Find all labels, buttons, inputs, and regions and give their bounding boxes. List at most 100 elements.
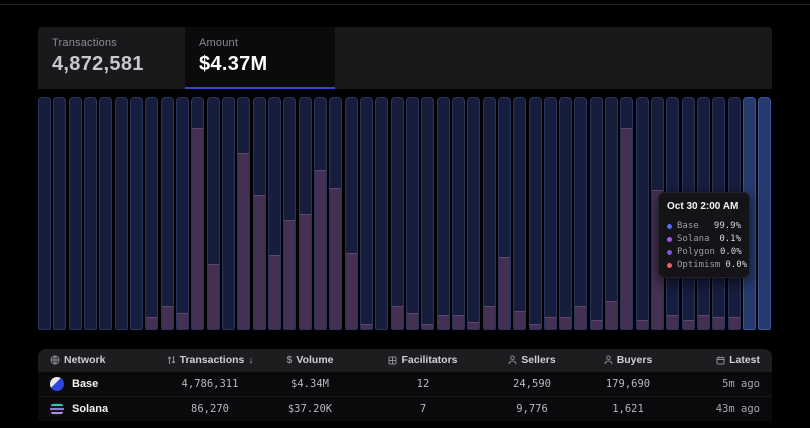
col-label: Volume: [296, 354, 334, 366]
other-networks-segment: [406, 312, 418, 329]
chart-bar[interactable]: [145, 97, 159, 330]
network-name: Base: [72, 378, 99, 390]
chart-bar[interactable]: [467, 97, 481, 330]
other-networks-segment: [146, 317, 158, 329]
chart-bar[interactable]: [175, 97, 189, 330]
chart-bar[interactable]: [313, 97, 327, 330]
other-networks-segment: [330, 188, 342, 329]
other-networks-segment: [590, 319, 602, 329]
other-networks-segment: [468, 322, 480, 329]
other-networks-segment: [437, 315, 449, 329]
dollar-icon: $: [286, 354, 293, 366]
chart-bar[interactable]: [221, 97, 235, 330]
chart-bar[interactable]: [758, 97, 772, 330]
tooltip-network-pct: 0.0%: [719, 247, 742, 257]
person-icon: [604, 355, 613, 365]
col-header-latest[interactable]: Latest: [680, 354, 772, 366]
tooltip-network-name: Polygon: [677, 247, 715, 257]
base-dot-icon: [667, 223, 672, 229]
tooltip-row-polygon: Polygon 0.0%: [667, 247, 742, 257]
buyers-cell: 1,621: [612, 403, 644, 415]
other-networks-segment: [560, 317, 572, 329]
chart-bar[interactable]: [252, 97, 266, 330]
chart-bar[interactable]: [497, 97, 511, 330]
col-header-buyers[interactable]: Buyers: [576, 354, 680, 366]
tooltip-network-pct: 99.9%: [713, 221, 741, 231]
tooltip-network-pct: 0.1%: [719, 234, 741, 244]
other-networks-segment: [483, 305, 495, 329]
chart-bar[interactable]: [129, 97, 143, 330]
tab-amount[interactable]: Amount $4.37M: [185, 27, 335, 89]
amount-value: $4.37M: [199, 53, 268, 75]
other-networks-segment: [544, 317, 556, 329]
volume-cell: $4.34M: [291, 378, 329, 390]
chart-bar[interactable]: [329, 97, 343, 330]
chart-bar[interactable]: [83, 97, 97, 330]
chart-bar[interactable]: [99, 97, 113, 330]
chart-bar[interactable]: [283, 97, 297, 330]
latest-cell: 43m ago: [715, 403, 760, 415]
network-cell: Solana: [38, 402, 158, 416]
chart-bar[interactable]: [114, 97, 128, 330]
chart-bar[interactable]: [436, 97, 450, 330]
col-header-sellers[interactable]: Sellers: [488, 354, 576, 366]
tooltip-network-name: Base: [677, 221, 699, 231]
chart-bar[interactable]: [206, 97, 220, 330]
amount-label: Amount: [199, 37, 239, 49]
chart-bar[interactable]: [421, 97, 435, 330]
chart-bar[interactable]: [267, 97, 281, 330]
chart-bar[interactable]: [528, 97, 542, 330]
chart-bar[interactable]: [237, 97, 251, 330]
other-networks-segment: [636, 319, 648, 329]
col-header-facilitators[interactable]: Facilitators: [358, 354, 488, 366]
chart-bar[interactable]: [298, 97, 312, 330]
col-label: Latest: [729, 354, 760, 366]
other-networks-segment: [452, 315, 464, 329]
chart-bar[interactable]: [513, 97, 527, 330]
chart-bar[interactable]: [53, 97, 67, 330]
chart-bar[interactable]: [451, 97, 465, 330]
other-networks-segment: [391, 305, 403, 329]
globe-icon: [50, 355, 60, 365]
other-networks-segment: [514, 310, 526, 329]
other-networks-segment: [299, 213, 311, 329]
chart-bar[interactable]: [390, 97, 404, 330]
chart-bar[interactable]: [405, 97, 419, 330]
chart-bar[interactable]: [191, 97, 205, 330]
chart-bar[interactable]: [635, 97, 649, 330]
transactions-cell: 86,270: [191, 403, 229, 415]
col-label: Transactions: [179, 354, 245, 366]
bar-chart: [38, 97, 772, 330]
chart-bar[interactable]: [359, 97, 373, 330]
tab-transactions[interactable]: Transactions 4,872,581: [38, 27, 185, 89]
chart-bar[interactable]: [160, 97, 174, 330]
chart-bar[interactable]: [605, 97, 619, 330]
chart-bar[interactable]: [344, 97, 358, 330]
other-networks-segment: [207, 264, 219, 329]
col-header-network[interactable]: Network: [38, 354, 158, 366]
col-header-volume[interactable]: $ Volume: [262, 354, 358, 366]
other-networks-segment: [667, 315, 679, 329]
chart-bar[interactable]: [38, 97, 51, 330]
person-icon: [508, 355, 517, 365]
table-row-solana[interactable]: Solana 86,270 $37.20K 7 9,776 1,621 43m …: [38, 396, 772, 421]
other-networks-segment: [176, 312, 188, 329]
col-header-transactions[interactable]: Transactions ↓: [158, 354, 262, 366]
chart-bar[interactable]: [620, 97, 634, 330]
chart-bar[interactable]: [574, 97, 588, 330]
other-networks-segment: [652, 190, 664, 329]
chart-bar[interactable]: [559, 97, 573, 330]
chart-bar[interactable]: [482, 97, 496, 330]
sort-desc-icon: ↓: [248, 354, 254, 366]
table-row-base[interactable]: Base 4,786,311 $4.34M 12 24,590 179,690 …: [38, 371, 772, 396]
chart-bar[interactable]: [543, 97, 557, 330]
tooltip-network-name: Solana: [677, 234, 710, 244]
chart-bar[interactable]: [375, 97, 389, 330]
chart-bar[interactable]: [68, 97, 82, 330]
chart-bar[interactable]: [589, 97, 603, 330]
other-networks-segment: [621, 128, 633, 329]
other-networks-segment: [698, 315, 710, 329]
grid-icon: [388, 356, 397, 365]
tooltip-row-optimism: Optimism 0.0%: [667, 260, 747, 270]
optimism-dot-icon: [667, 262, 672, 268]
